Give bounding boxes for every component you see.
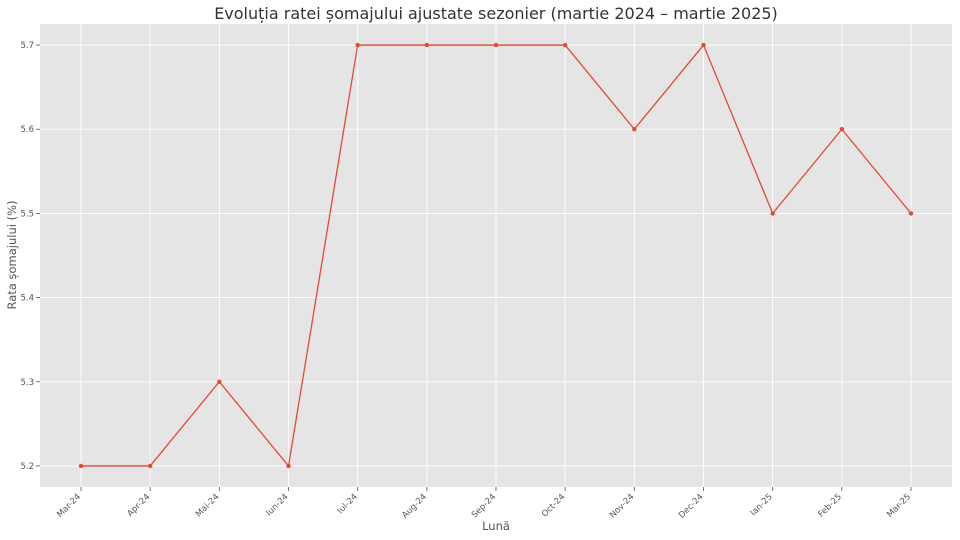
x-tick-label: Ian-25 [749,492,775,518]
grid [40,24,952,487]
data-point [770,211,775,216]
data-point [493,42,499,48]
x-tick-label: Iun-24 [264,492,290,518]
data-point [908,211,914,216]
data-point [147,463,153,469]
data-point [562,42,568,48]
y-axis: 5.2 5.3 5.4 5.5 5.6 5.7 [20,41,40,472]
chart-title: Evoluția ratei șomajului ajustate sezoni… [214,4,778,23]
data-point [424,42,430,48]
data-point [286,463,291,469]
x-tick-label: Nov-24 [608,492,636,520]
x-tick-label: Sep-24 [470,492,498,520]
data-point [701,42,706,48]
data-point [355,42,360,48]
x-tick-label: Mar-24 [55,492,83,520]
x-axis-label: Lună [482,519,510,533]
y-tick-label: 5.2 [20,462,34,472]
x-tick-label: Feb-25 [816,492,844,520]
data-point [632,127,637,132]
x-tick-label: Mar-25 [885,492,913,520]
x-tick-label: Mai-24 [194,492,221,519]
x-tick-label: Oct-24 [540,492,567,519]
x-axis: Mar-24 Apr-24 Mai-24 Iun-24 Iul-24 Aug-24 Sep-… [55,487,913,521]
x-tick-label: Dec-24 [677,492,706,521]
y-axis-label: Rata șomajului (%) [5,201,19,310]
data-point [217,379,222,384]
y-tick-label: 5.4 [20,294,34,304]
data-point [839,127,845,132]
x-tick-label: Iul-24 [336,492,360,516]
series-layer [78,42,914,469]
y-tick-label: 5.5 [20,209,34,219]
x-tick-label: Aug-24 [400,492,429,521]
data-point [78,463,84,469]
x-tick-label: Apr-24 [125,492,152,519]
y-tick-label: 5.3 [20,378,34,388]
y-tick-label: 5.6 [20,125,34,135]
y-tick-label: 5.7 [20,41,34,51]
